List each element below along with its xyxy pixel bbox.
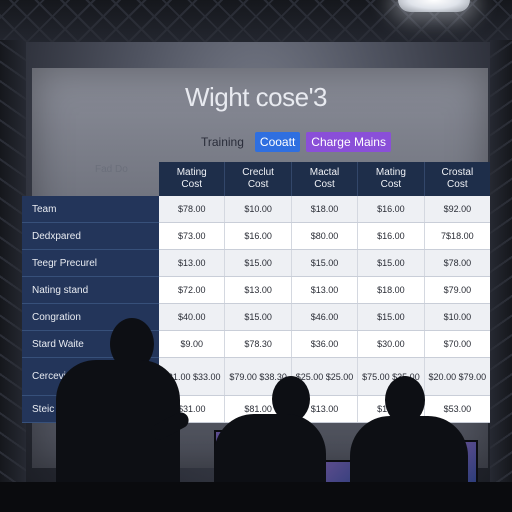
table-cell: $20.00 $79.00 — [428, 371, 487, 382]
column-header: Creclut Cost — [225, 162, 292, 196]
table-cell: $18.00 — [358, 277, 425, 303]
table-cell: $16.00 — [225, 223, 292, 249]
tab-training[interactable]: Training — [201, 135, 244, 149]
column-header: Mating Cost — [358, 162, 425, 196]
column-header: Mactal Cost — [292, 162, 359, 196]
table-row: Stard Waite $9.00 $78.30 $36.00 $30.00 $70.00 — [22, 331, 490, 358]
table-cell: $30.00 — [358, 331, 425, 357]
column-header: Crostal Cost — [441, 167, 474, 190]
tab-cooatt[interactable]: Cooatt — [254, 132, 301, 152]
stage-light-icon — [398, 0, 470, 12]
table-row: Teegr Precurel $13.00 $15.00 $15.00 $15.00 $7… — [22, 250, 490, 277]
table-cell: $79.00 — [443, 285, 472, 295]
table-cell: $15.00 — [358, 304, 425, 330]
table-cell: $16.00 — [358, 196, 425, 222]
column-header: Mating Cost — [159, 162, 226, 196]
table-row: Congration $40.00 $15.00 $46.00 $15.00 $10.00 — [22, 304, 490, 331]
row-label: Team — [22, 196, 159, 223]
slide-tabs: Training Cooatt Charge Mains — [196, 132, 391, 152]
row-cells: $9.00 $78.30 $36.00 $30.00 $70.00 — [159, 331, 490, 358]
table-cell: $10.00 — [443, 312, 472, 322]
table-cell: $16.00 — [358, 223, 425, 249]
table-cell: $75.00 $35.00 — [358, 358, 425, 395]
desk — [0, 482, 512, 512]
table-cell: $13.00 — [292, 277, 359, 303]
table-cell: $46.00 — [292, 304, 359, 330]
table-cell: $72.00 — [159, 277, 226, 303]
table-row: Dedxpared $73.00 $16.00 $80.00 $16.00 7$18.00 — [22, 223, 490, 250]
table-cell: $13.00 — [225, 277, 292, 303]
row-label: Teegr Precurel — [22, 250, 159, 277]
table-cell: $9.00 — [159, 331, 226, 357]
table-cell: $25.00 $25.00 — [292, 358, 359, 395]
table-cell: $15.00 — [225, 250, 292, 276]
row-cells: $31.00 $33.00 $79.00 $38.30 $25.00 $25.00 $… — [159, 358, 490, 396]
table-cell: $36.00 — [292, 331, 359, 357]
table-row: Team $78.00 $10.00 $18.00 $16.00 $92.00 — [22, 196, 490, 223]
table-cell: $13.00 — [159, 250, 226, 276]
table-cell: $31.00 — [159, 396, 226, 422]
table-cell: $78.00 — [443, 258, 472, 268]
table-cell: $92.00 — [443, 204, 472, 214]
table-cell: $13.00 — [292, 396, 359, 422]
right-truss — [490, 40, 512, 512]
row-label: Dedxpared — [22, 223, 159, 250]
table-cell: $10.00 — [225, 196, 292, 222]
table-cell: $80.00 — [292, 223, 359, 249]
table-cell: $78.30 — [225, 331, 292, 357]
table-cell: $78.00 — [159, 196, 226, 222]
left-truss — [0, 40, 26, 512]
table-cell: $70.00 — [443, 339, 472, 349]
table-cell: $73.00 — [159, 223, 226, 249]
table-cell: $40.00 — [159, 304, 226, 330]
table-row: Nating stand $72.00 $13.00 $13.00 $18.00 $79.… — [22, 277, 490, 304]
row-cells: $13.00 $15.00 $15.00 $15.00 $78.00 — [159, 250, 490, 277]
background-note: Fad Do — [95, 164, 128, 175]
table-cell: $18.00 — [292, 196, 359, 222]
table-cell: 7$18.00 — [441, 231, 474, 241]
row-cells: $78.00 $10.00 $18.00 $16.00 $92.00 — [159, 196, 490, 223]
tab-charge-mains[interactable]: Charge Mains — [306, 132, 391, 152]
row-cells: $73.00 $16.00 $80.00 $16.00 7$18.00 — [159, 223, 490, 250]
table-cell: $31.00 $33.00 — [159, 358, 226, 395]
table-cell: $15.00 — [225, 304, 292, 330]
table-cell: $15.00 — [292, 250, 359, 276]
row-cells: $40.00 $15.00 $46.00 $15.00 $10.00 — [159, 304, 490, 331]
table-cell: $15.00 — [358, 250, 425, 276]
row-label: Nating stand — [22, 277, 159, 304]
slide-title: Wight cose'3 — [184, 82, 328, 112]
table-header: Mating Cost Creclut Cost Mactal Cost Mat… — [159, 162, 490, 196]
row-cells: $72.00 $13.00 $13.00 $18.00 $79.00 — [159, 277, 490, 304]
table-cell: $53.00 — [443, 404, 472, 414]
